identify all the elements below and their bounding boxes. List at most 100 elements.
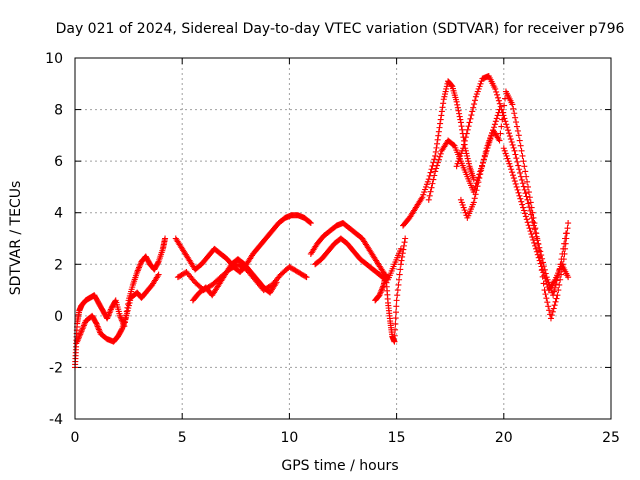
data-point xyxy=(535,240,542,247)
data-point-interp xyxy=(501,102,508,109)
data-point xyxy=(155,271,162,278)
data-point xyxy=(453,98,460,105)
y-tick-label: -4 xyxy=(49,412,63,428)
data-point-interp xyxy=(563,230,570,237)
data-point-interp xyxy=(392,326,399,333)
x-tick-label: 5 xyxy=(178,430,187,446)
data-point-interp xyxy=(472,191,479,198)
data-point xyxy=(391,338,398,345)
data-point xyxy=(440,96,447,103)
data-point-interp xyxy=(482,148,489,155)
data-point-interp xyxy=(477,80,484,87)
data-point-interp xyxy=(465,158,472,165)
data-point-interp xyxy=(551,284,558,291)
data-point-interp xyxy=(434,159,441,166)
data-point-interp xyxy=(471,195,478,202)
data-point-interp xyxy=(454,160,461,167)
data-point-interp xyxy=(510,144,517,151)
data-point-interp xyxy=(118,326,125,333)
data-point-interp xyxy=(556,281,563,288)
data-point xyxy=(492,85,499,92)
data-point-interp xyxy=(519,152,526,159)
data-point-interp xyxy=(504,124,511,131)
data-point-interp xyxy=(471,101,478,108)
data-point-interp xyxy=(396,276,403,283)
data-point-interp xyxy=(434,162,441,169)
data-point-interp xyxy=(534,235,541,242)
data-point-interp xyxy=(461,137,468,144)
data-point-interp xyxy=(423,183,430,190)
data-point-interp xyxy=(507,136,514,143)
data-point-interp xyxy=(437,120,444,127)
data-point-interp xyxy=(479,159,486,166)
data-point-interp xyxy=(478,167,485,174)
data-point-interp xyxy=(465,123,472,130)
data-point xyxy=(515,132,522,139)
data-point-interp xyxy=(394,287,401,294)
data-point xyxy=(397,261,404,268)
data-point-interp xyxy=(521,186,528,193)
data-point-interp xyxy=(552,298,559,305)
x-tick-label: 20 xyxy=(495,430,513,446)
data-point-interp xyxy=(502,150,509,157)
data-point xyxy=(547,315,554,322)
data-point-interp xyxy=(442,88,449,95)
data-point-interp xyxy=(458,123,465,130)
data-point-interp xyxy=(460,204,467,211)
data-point-interp xyxy=(480,156,487,163)
data-point-interp xyxy=(421,189,428,196)
x-tick-label: 15 xyxy=(388,430,406,446)
data-point xyxy=(425,196,432,203)
data-point-interp xyxy=(461,207,468,214)
data-point-interp xyxy=(555,287,562,294)
data-point-interp xyxy=(399,250,406,257)
data-point-interp xyxy=(541,272,548,279)
data-point-interp xyxy=(486,137,493,144)
data-point-interp xyxy=(513,119,520,126)
data-point-interp xyxy=(397,266,404,273)
data-point-interp xyxy=(509,141,516,148)
data-point-interp xyxy=(542,291,549,298)
data-point-interp xyxy=(509,169,516,176)
data-point-interp xyxy=(399,253,406,260)
data-point-interp xyxy=(484,142,491,149)
data-point xyxy=(460,145,467,152)
data-point-interp xyxy=(423,181,430,188)
data-point-interp xyxy=(474,88,481,95)
data-point xyxy=(513,183,520,190)
data-point-interp xyxy=(532,242,539,249)
data-point-interp xyxy=(515,162,522,169)
data-point xyxy=(432,152,439,159)
data-point-interp xyxy=(494,112,501,119)
data-point-interp xyxy=(475,179,482,186)
data-point-interp xyxy=(463,150,470,157)
y-tick-label: 6 xyxy=(54,154,63,170)
data-point-interp xyxy=(494,91,501,98)
data-point-interp xyxy=(427,169,434,176)
data-point-interp xyxy=(502,118,509,125)
data-point-interp xyxy=(424,178,431,185)
data-point xyxy=(520,204,527,211)
data-point-interp xyxy=(492,118,499,125)
data-point-interp xyxy=(493,88,500,95)
data-point-interp xyxy=(522,190,529,197)
data-point-interp xyxy=(537,260,544,267)
data-point xyxy=(483,145,490,152)
data-point xyxy=(505,127,512,134)
data-point-interp xyxy=(523,173,530,180)
data-point xyxy=(522,168,529,175)
data-point-interp xyxy=(529,234,536,241)
data-point-interp xyxy=(485,140,492,147)
data-point-interp xyxy=(306,219,313,226)
data-point-interp xyxy=(454,104,461,111)
data-point xyxy=(565,274,572,281)
y-tick-label: 10 xyxy=(45,51,63,67)
y-tick-label: -2 xyxy=(49,360,63,376)
data-point xyxy=(554,292,561,299)
data-point-interp xyxy=(473,91,480,98)
data-point-interp xyxy=(511,178,518,185)
data-point xyxy=(457,119,464,126)
data-point-interp xyxy=(456,113,463,120)
y-tick-label: 4 xyxy=(54,206,63,222)
